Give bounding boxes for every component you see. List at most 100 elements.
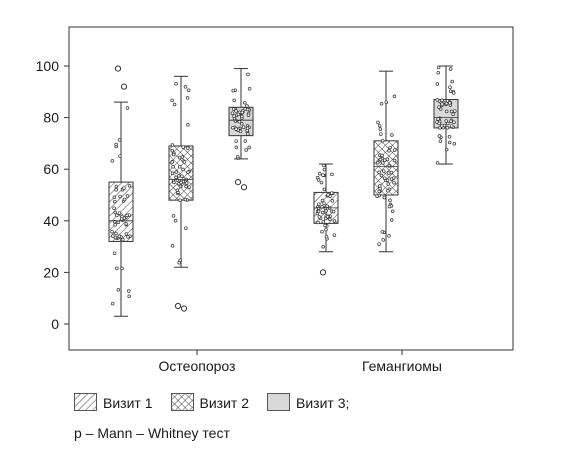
legend-item-visit-1: Визит 1 — [74, 393, 153, 412]
legend-swatch-cross — [170, 393, 194, 411]
data-point — [389, 177, 394, 181]
data-point — [175, 188, 180, 193]
data-point — [177, 261, 181, 265]
data-point — [382, 176, 387, 180]
legend-label: Визит 3; — [296, 394, 350, 411]
y-tick-label: 80 — [43, 110, 59, 126]
data-point — [234, 127, 238, 131]
legend-label: Визит 1 — [103, 394, 153, 411]
data-point — [392, 94, 397, 99]
data-point — [113, 199, 117, 204]
data-point — [127, 183, 132, 188]
data-point — [110, 301, 115, 306]
data-point — [384, 100, 389, 104]
data-point — [245, 104, 249, 108]
data-point — [380, 230, 385, 234]
data-point — [119, 217, 124, 221]
data-point — [437, 121, 441, 126]
data-point — [245, 107, 250, 112]
data-point — [440, 124, 444, 128]
data-point — [452, 91, 456, 95]
plot-frame — [68, 26, 514, 351]
data-point — [376, 161, 380, 165]
data-point — [170, 148, 175, 153]
data-point — [375, 194, 379, 198]
data-point — [183, 197, 188, 202]
data-point — [322, 167, 327, 172]
data-point — [231, 107, 236, 111]
data-point — [185, 146, 190, 150]
data-point — [448, 101, 452, 105]
data-point — [380, 138, 385, 143]
data-point — [240, 114, 244, 119]
data-point — [453, 109, 457, 113]
data-point — [127, 294, 131, 299]
data-point — [114, 142, 118, 147]
data-point — [243, 139, 248, 143]
data-point — [172, 102, 177, 107]
data-point — [317, 215, 322, 219]
data-point — [444, 109, 449, 114]
legend-item-visit-3: Визит 3; — [267, 393, 349, 412]
data-point — [378, 127, 383, 131]
data-point — [115, 213, 119, 218]
legend-item-visit-2: Визит 2 — [170, 393, 249, 412]
data-point — [125, 194, 130, 198]
data-point — [316, 178, 321, 182]
data-point — [171, 165, 175, 169]
data-point — [246, 113, 251, 117]
data-point — [121, 237, 125, 242]
data-point — [321, 220, 326, 224]
data-point — [126, 235, 130, 239]
data-point — [178, 184, 183, 189]
data-point — [449, 119, 453, 123]
data-point — [112, 195, 117, 200]
data-point — [324, 227, 328, 232]
data-point — [379, 102, 384, 106]
data-point — [322, 187, 327, 192]
data-point — [326, 193, 330, 197]
data-point — [230, 111, 235, 115]
data-point — [231, 88, 235, 93]
y-tick-label: 40 — [43, 213, 59, 229]
data-point — [247, 87, 252, 91]
data-point — [322, 201, 326, 205]
data-point — [319, 180, 324, 185]
data-point — [392, 148, 397, 152]
data-point — [377, 123, 382, 128]
data-point — [181, 145, 185, 149]
data-point — [116, 288, 121, 292]
data-point — [321, 210, 325, 215]
data-point — [117, 138, 122, 142]
data-point — [438, 139, 443, 143]
data-point — [320, 198, 325, 203]
box-Визит1-0 — [108, 65, 134, 317]
data-point — [125, 213, 129, 218]
data-point — [243, 100, 247, 105]
box-Визит2-1 — [373, 70, 399, 253]
data-point — [180, 155, 185, 159]
data-point — [380, 153, 384, 158]
data-point — [174, 81, 178, 86]
data-point — [122, 186, 126, 190]
data-point — [240, 122, 244, 126]
data-point — [113, 210, 117, 215]
data-point — [116, 220, 121, 224]
data-point — [234, 145, 239, 150]
outlier-point — [114, 65, 122, 72]
data-point — [378, 157, 383, 162]
data-point — [381, 238, 385, 242]
data-point — [186, 170, 190, 174]
data-point — [330, 172, 334, 177]
data-point — [446, 121, 450, 126]
data-point — [387, 234, 391, 238]
y-tick-label: 100 — [36, 58, 60, 74]
data-point — [382, 169, 386, 173]
data-point — [125, 106, 130, 110]
data-point — [376, 120, 380, 125]
data-point — [185, 96, 190, 100]
data-point — [379, 173, 384, 178]
data-point — [378, 186, 382, 191]
data-point — [317, 202, 321, 206]
